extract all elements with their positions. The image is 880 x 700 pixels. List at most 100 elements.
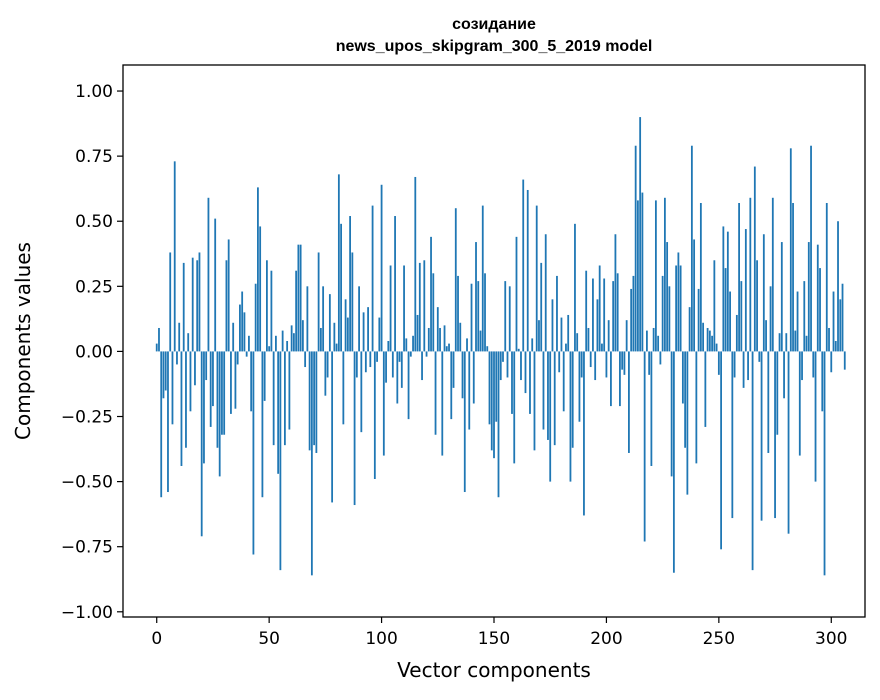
bar-component-50 [268,346,271,352]
bar-component-144 [479,330,482,352]
bar-component-46 [259,226,262,352]
bar-component-143 [477,281,480,352]
bar-component-69 [310,351,313,576]
bar-component-227 [666,242,669,352]
bar-component-68 [308,351,311,451]
bar-component-130 [448,343,450,352]
bar-component-41 [248,335,250,352]
bar-component-119 [423,260,426,352]
bar-component-288 [803,281,806,352]
bar-component-264 [749,197,752,352]
bar-component-52 [272,351,275,446]
bar-component-133 [454,208,457,352]
bar-component-7 [171,351,174,425]
bar-component-127 [441,351,444,456]
bar-component-195 [594,351,597,381]
bar-component-245 [706,327,709,352]
bar-component-268 [758,351,761,362]
bar-component-139 [468,351,471,430]
bar-component-100 [380,184,383,352]
bar-component-80 [335,343,338,352]
bar-component-103 [387,341,390,352]
bar-component-247 [711,335,713,352]
bar-component-170 [538,320,540,352]
plot-frame [122,64,866,618]
bar-component-56 [281,330,284,352]
bar-component-183 [567,314,570,352]
bar-component-83 [342,351,345,425]
bar-component-118 [421,351,423,381]
bar-component-84 [344,299,347,352]
bar-component-251 [720,351,722,550]
bar-component-74 [322,286,325,352]
bar-component-135 [459,322,462,352]
bar-component-191 [585,270,588,352]
bar-component-226 [663,197,666,352]
bar-component-1 [158,327,160,352]
bar-component-248 [713,260,716,352]
bar-component-17 [194,351,196,386]
bar-component-260 [740,281,743,352]
x-tick-label: 50 [258,629,280,649]
bar-component-81 [337,174,340,352]
bar-component-249 [715,343,718,352]
bar-component-213 [634,145,637,352]
bar-component-105 [391,351,394,378]
bar-component-194 [592,278,594,352]
bar-component-88 [353,351,356,506]
bar-component-54 [277,351,280,474]
bar-component-234 [681,351,684,404]
bar-component-299 [828,327,830,352]
bar-component-35 [234,351,237,409]
bar-component-294 [816,244,819,352]
bar-component-104 [389,265,392,352]
bar-component-49 [266,260,268,352]
y-tick-label: 0.25 [75,277,113,297]
x-tick-label: 300 [815,629,847,649]
bar-component-270 [762,234,765,352]
bar-component-243 [702,322,705,352]
bar-component-215 [639,117,642,352]
bar-component-166 [529,351,531,414]
bar-component-246 [708,330,711,352]
bar-component-149 [490,351,493,451]
bar-component-177 [553,351,556,446]
bar-component-275 [774,351,776,519]
bar-component-255 [729,291,731,352]
bar-component-203 [612,281,615,352]
bar-component-259 [738,203,740,352]
bar-component-176 [551,299,554,352]
x-axis-label: Vector components [397,658,591,682]
bar-component-233 [679,265,682,352]
bar-component-106 [394,216,396,352]
bar-component-232 [677,252,680,352]
bar-component-223 [657,335,660,352]
bar-component-279 [783,351,785,399]
bar-component-137 [463,351,466,493]
bar-component-25 [212,351,214,407]
bar-component-187 [576,333,579,352]
bar-component-235 [684,351,687,448]
bar-component-201 [607,320,610,352]
bar-component-224 [659,351,662,365]
bar-component-60 [290,325,293,352]
bar-component-265 [751,351,754,571]
bar-component-148 [488,351,491,425]
bar-component-79 [333,322,336,352]
bar-component-161 [517,348,520,352]
bar-component-40 [245,351,248,357]
bar-component-124 [434,351,437,435]
bar-component-142 [475,242,477,352]
bar-component-23 [207,197,210,352]
bar-component-101 [382,351,385,456]
bar-component-140 [470,283,473,352]
bar-component-238 [690,145,693,352]
bar-component-305 [841,283,844,352]
bar-component-225 [661,275,664,352]
bar-component-13 [185,351,187,448]
bar-component-155 [504,281,507,352]
bar-component-181 [562,351,565,412]
bar-component-71 [315,351,318,453]
bar-component-96 [371,205,374,352]
